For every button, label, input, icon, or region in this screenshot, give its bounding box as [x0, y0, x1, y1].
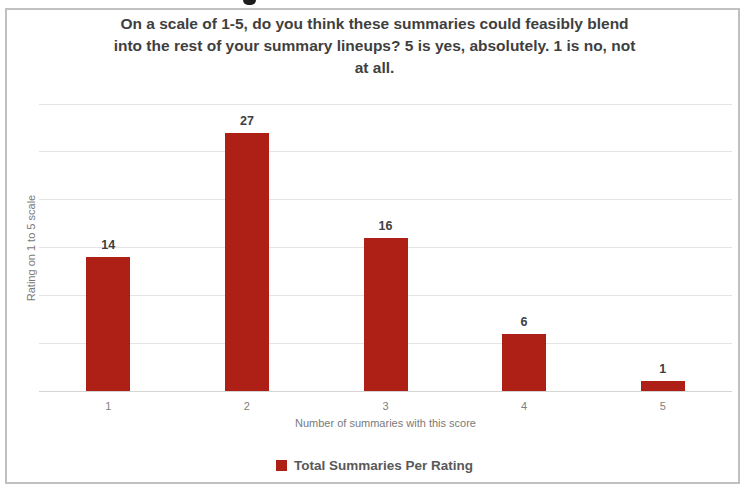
bar-value-label: 1 [633, 362, 693, 376]
bar [364, 238, 408, 391]
chart-title-line: into the rest of your summary lineups? 5… [0, 35, 749, 57]
x-tick-label: 1 [78, 400, 138, 412]
legend: Total Summaries Per Rating [0, 458, 749, 473]
x-tick-label: 5 [633, 400, 693, 412]
x-axis-title: Number of summaries with this score [39, 417, 732, 429]
plot-area: 1412721636415 [39, 104, 732, 391]
bar-value-label: 14 [78, 238, 138, 252]
gridline [39, 151, 732, 152]
bar-value-label: 6 [494, 315, 554, 329]
bar-value-label: 16 [356, 219, 416, 233]
chart-title-line: at all. [0, 57, 749, 79]
x-tick-label: 4 [494, 400, 554, 412]
gridline [39, 104, 732, 105]
bar [502, 334, 546, 391]
chart-title-line: On a scale of 1-5, do you think these su… [0, 13, 749, 35]
legend-swatch-icon [276, 460, 287, 471]
x-tick-label: 2 [217, 400, 277, 412]
bar [86, 257, 130, 391]
legend-label: Total Summaries Per Rating [294, 458, 473, 473]
bar [225, 133, 269, 391]
bar-value-label: 27 [217, 114, 277, 128]
cropped-text-fragment [243, 0, 256, 5]
x-tick-label: 3 [356, 400, 416, 412]
chart-title: On a scale of 1-5, do you think these su… [0, 13, 749, 79]
y-axis-title: Rating on 1 to 5 scale [25, 195, 37, 301]
gridline [39, 199, 732, 200]
bar [641, 381, 685, 391]
